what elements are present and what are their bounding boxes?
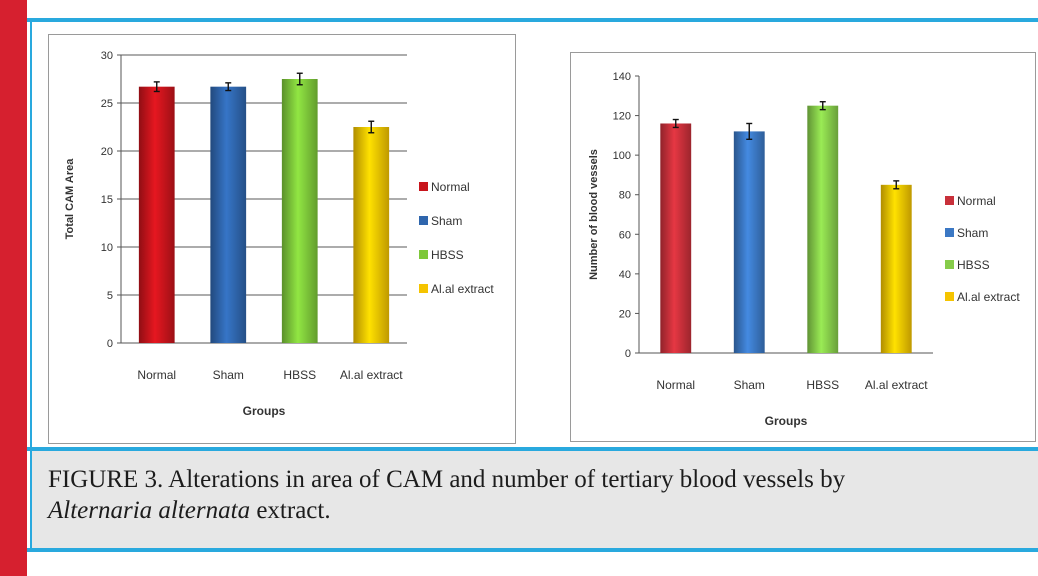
bar-normal: [660, 123, 692, 353]
legend-label: Sham: [431, 214, 462, 228]
legend-swatch: [419, 216, 428, 225]
x-tick-label: Normal: [137, 368, 176, 382]
y-tick-label: 15: [101, 194, 113, 206]
y-tick-label: 140: [613, 71, 631, 83]
bar-normal: [138, 86, 175, 344]
y-axis-title: Total CAM Area: [64, 158, 76, 240]
chart-panel-blood-vessels: 0 20 40 60 80 100 120 140 Normal Sham HBSS Al.al ex…: [570, 52, 1036, 442]
bar-al-al-extract: [880, 184, 912, 353]
legend-swatch: [945, 196, 954, 205]
x-tick-label: Al.al extract: [865, 378, 928, 392]
y-tick-label: 30: [101, 50, 113, 62]
chart-panel-cam-area: 0 5 10 15 20 25 30 Normal Sham HBSS Al.al extract G…: [48, 34, 516, 444]
y-tick-label: 80: [619, 190, 631, 202]
caption-box: [32, 451, 1038, 548]
x-tick-label: Al.al extract: [340, 368, 403, 382]
bar-hbss: [807, 105, 839, 353]
legend-label: Al.al extract: [957, 290, 1020, 304]
y-tick-label: 0: [107, 338, 113, 350]
x-axis-title: Groups: [243, 404, 286, 418]
y-tick-label: 100: [613, 150, 631, 162]
y-tick-label: 0: [625, 348, 631, 360]
chart-cam-area: 0 5 10 15 20 25 30 Normal Sham HBSS Al.al extract G…: [64, 50, 494, 418]
legend-swatch: [419, 250, 428, 259]
page-edge-bar: [0, 0, 27, 576]
caption-suffix: extract.: [250, 497, 331, 524]
legend-swatch: [945, 260, 954, 269]
bottom-rule: [27, 548, 1038, 552]
caption-top-rule: [27, 447, 1038, 451]
legend-label: HBSS: [431, 248, 464, 262]
top-rule: [27, 18, 1038, 22]
legend-label: Al.al extract: [431, 282, 494, 296]
legend-swatch: [419, 284, 428, 293]
x-tick-label: Sham: [213, 368, 244, 382]
bar-hbss: [281, 79, 318, 343]
y-tick-label: 20: [619, 308, 631, 320]
x-tick-label: HBSS: [806, 378, 839, 392]
bar-sham: [210, 86, 247, 344]
y-tick-label: 10: [101, 242, 113, 254]
caption-prefix: FIGURE 3. Alterations in area of CAM and…: [48, 466, 846, 493]
chart-blood-vessels: 0 20 40 60 80 100 120 140 Normal Sham HBSS Al.al ex…: [588, 71, 1020, 428]
y-tick-label: 5: [107, 290, 113, 302]
legend-swatch: [419, 182, 428, 191]
bar-sham: [733, 131, 765, 353]
x-tick-label: Sham: [734, 378, 765, 392]
left-rule: [30, 22, 32, 549]
legend-swatch: [945, 292, 954, 301]
y-tick-label: 40: [619, 269, 631, 281]
x-tick-label: HBSS: [283, 368, 316, 382]
y-tick-label: 60: [619, 229, 631, 241]
y-tick-label: 120: [613, 111, 631, 123]
caption-species: Alternaria alternata: [48, 497, 251, 524]
bar-al-al-extract: [353, 127, 390, 343]
y-axis-title: Number of blood vessels: [588, 149, 600, 280]
y-tick-label: 20: [101, 146, 113, 158]
legend-label: Normal: [431, 180, 470, 194]
legend-label: HBSS: [957, 258, 990, 272]
y-tick-label: 25: [101, 98, 113, 110]
legend-swatch: [945, 228, 954, 237]
legend-label: Sham: [957, 226, 988, 240]
legend-label: Normal: [957, 194, 996, 208]
x-tick-label: Normal: [656, 378, 695, 392]
figure-caption: FIGURE 3. Alterations in area of CAM and…: [48, 464, 1033, 526]
x-axis-title: Groups: [765, 414, 808, 428]
